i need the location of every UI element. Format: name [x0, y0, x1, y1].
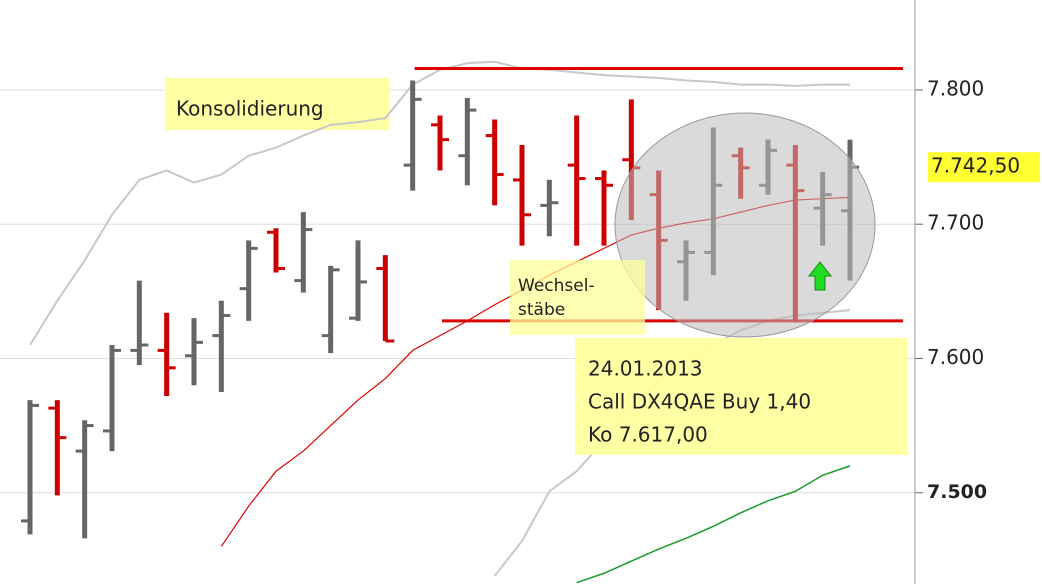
- annotation-text: stäbe: [518, 300, 565, 320]
- last-price-box: [928, 152, 1040, 183]
- y-tick-label: 7.600: [927, 345, 984, 369]
- annotation-text: Wechsel-: [518, 276, 595, 296]
- indicator-line: [576, 465, 851, 584]
- annotation-text: Konsolidierung: [176, 97, 324, 121]
- annotation-box: [510, 260, 645, 335]
- annotation-text: Call DX4QAE Buy 1,40: [588, 390, 811, 414]
- annotation-box: [165, 78, 390, 130]
- highlight-ellipse: [614, 112, 876, 338]
- last-price-label: 7.742,50: [931, 154, 1020, 178]
- y-tick-label: 7.500: [927, 481, 987, 503]
- labels: 7.800 7.700 7.600 7.500 7.742,50 Konsolidieru…: [176, 76, 1040, 503]
- annotation-text: Ko 7.617,00: [588, 423, 708, 447]
- y-tick-label: 7.700: [927, 211, 984, 235]
- annotation-box: [575, 338, 907, 455]
- buy-arrow: [807, 261, 833, 291]
- y-tick-label: 7.800: [927, 76, 984, 100]
- grid: [0, 89, 923, 494]
- annotation-text: 24.01.2013: [588, 357, 703, 381]
